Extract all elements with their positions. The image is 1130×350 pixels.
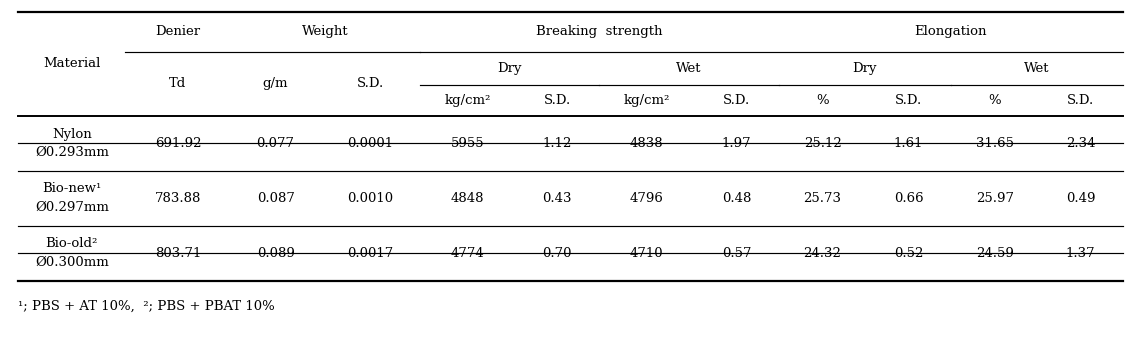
Text: 4796: 4796 bbox=[629, 192, 663, 205]
Text: %: % bbox=[816, 94, 828, 107]
Text: 0.43: 0.43 bbox=[542, 192, 572, 205]
Text: 0.0010: 0.0010 bbox=[347, 192, 393, 205]
Text: S.D.: S.D. bbox=[895, 94, 922, 107]
Text: Nylon: Nylon bbox=[52, 128, 92, 141]
Text: g/m: g/m bbox=[263, 77, 288, 90]
Text: 4774: 4774 bbox=[451, 247, 485, 260]
Text: 24.59: 24.59 bbox=[975, 247, 1014, 260]
Text: S.D.: S.D. bbox=[1067, 94, 1094, 107]
Text: 25.73: 25.73 bbox=[803, 192, 842, 205]
Text: 0.077: 0.077 bbox=[257, 137, 295, 150]
Text: Material: Material bbox=[43, 57, 101, 70]
Text: 691.92: 691.92 bbox=[155, 137, 201, 150]
Text: 4710: 4710 bbox=[629, 247, 663, 260]
Text: 803.71: 803.71 bbox=[155, 247, 201, 260]
Text: Breaking  strength: Breaking strength bbox=[536, 25, 662, 38]
Text: Ø0.300mm: Ø0.300mm bbox=[35, 256, 108, 269]
Text: 5955: 5955 bbox=[451, 137, 485, 150]
Text: 25.12: 25.12 bbox=[803, 137, 842, 150]
Text: 0.0001: 0.0001 bbox=[347, 137, 393, 150]
Text: Ø0.293mm: Ø0.293mm bbox=[35, 146, 108, 159]
Text: Dry: Dry bbox=[852, 62, 877, 75]
Text: kg/cm²: kg/cm² bbox=[624, 94, 670, 107]
Text: 0.66: 0.66 bbox=[894, 192, 923, 205]
Text: 1.97: 1.97 bbox=[722, 137, 751, 150]
Text: Td: Td bbox=[170, 77, 186, 90]
Text: Bio-new¹: Bio-new¹ bbox=[42, 182, 102, 195]
Text: 4838: 4838 bbox=[629, 137, 663, 150]
Text: ¹; PBS + AT 10%,  ²; PBS + PBAT 10%: ¹; PBS + AT 10%, ²; PBS + PBAT 10% bbox=[18, 300, 275, 313]
Text: Wet: Wet bbox=[1024, 62, 1050, 75]
Text: 2.34: 2.34 bbox=[1066, 137, 1095, 150]
Text: 1.12: 1.12 bbox=[542, 137, 572, 150]
Text: Bio-old²: Bio-old² bbox=[45, 237, 98, 250]
Text: kg/cm²: kg/cm² bbox=[444, 94, 490, 107]
Text: Elongation: Elongation bbox=[914, 25, 988, 38]
Text: Denier: Denier bbox=[155, 25, 200, 38]
Text: 0.087: 0.087 bbox=[257, 192, 295, 205]
Text: Weight: Weight bbox=[302, 25, 348, 38]
Text: 1.61: 1.61 bbox=[894, 137, 923, 150]
Text: 0.70: 0.70 bbox=[542, 247, 572, 260]
Text: Wet: Wet bbox=[677, 62, 702, 75]
Text: Dry: Dry bbox=[497, 62, 522, 75]
Text: S.D.: S.D. bbox=[723, 94, 750, 107]
Text: Ø0.297mm: Ø0.297mm bbox=[35, 201, 108, 214]
Text: 24.32: 24.32 bbox=[803, 247, 842, 260]
Text: S.D.: S.D. bbox=[357, 77, 384, 90]
Text: %: % bbox=[989, 94, 1001, 107]
Text: 783.88: 783.88 bbox=[155, 192, 201, 205]
Text: 0.49: 0.49 bbox=[1066, 192, 1095, 205]
Text: 0.089: 0.089 bbox=[257, 247, 295, 260]
Text: 0.48: 0.48 bbox=[722, 192, 751, 205]
Text: 0.0017: 0.0017 bbox=[347, 247, 393, 260]
Text: 1.37: 1.37 bbox=[1066, 247, 1095, 260]
Text: 0.57: 0.57 bbox=[722, 247, 751, 260]
Text: 0.52: 0.52 bbox=[894, 247, 923, 260]
Text: 31.65: 31.65 bbox=[975, 137, 1014, 150]
Text: 25.97: 25.97 bbox=[975, 192, 1014, 205]
Text: S.D.: S.D. bbox=[544, 94, 571, 107]
Text: 4848: 4848 bbox=[451, 192, 484, 205]
